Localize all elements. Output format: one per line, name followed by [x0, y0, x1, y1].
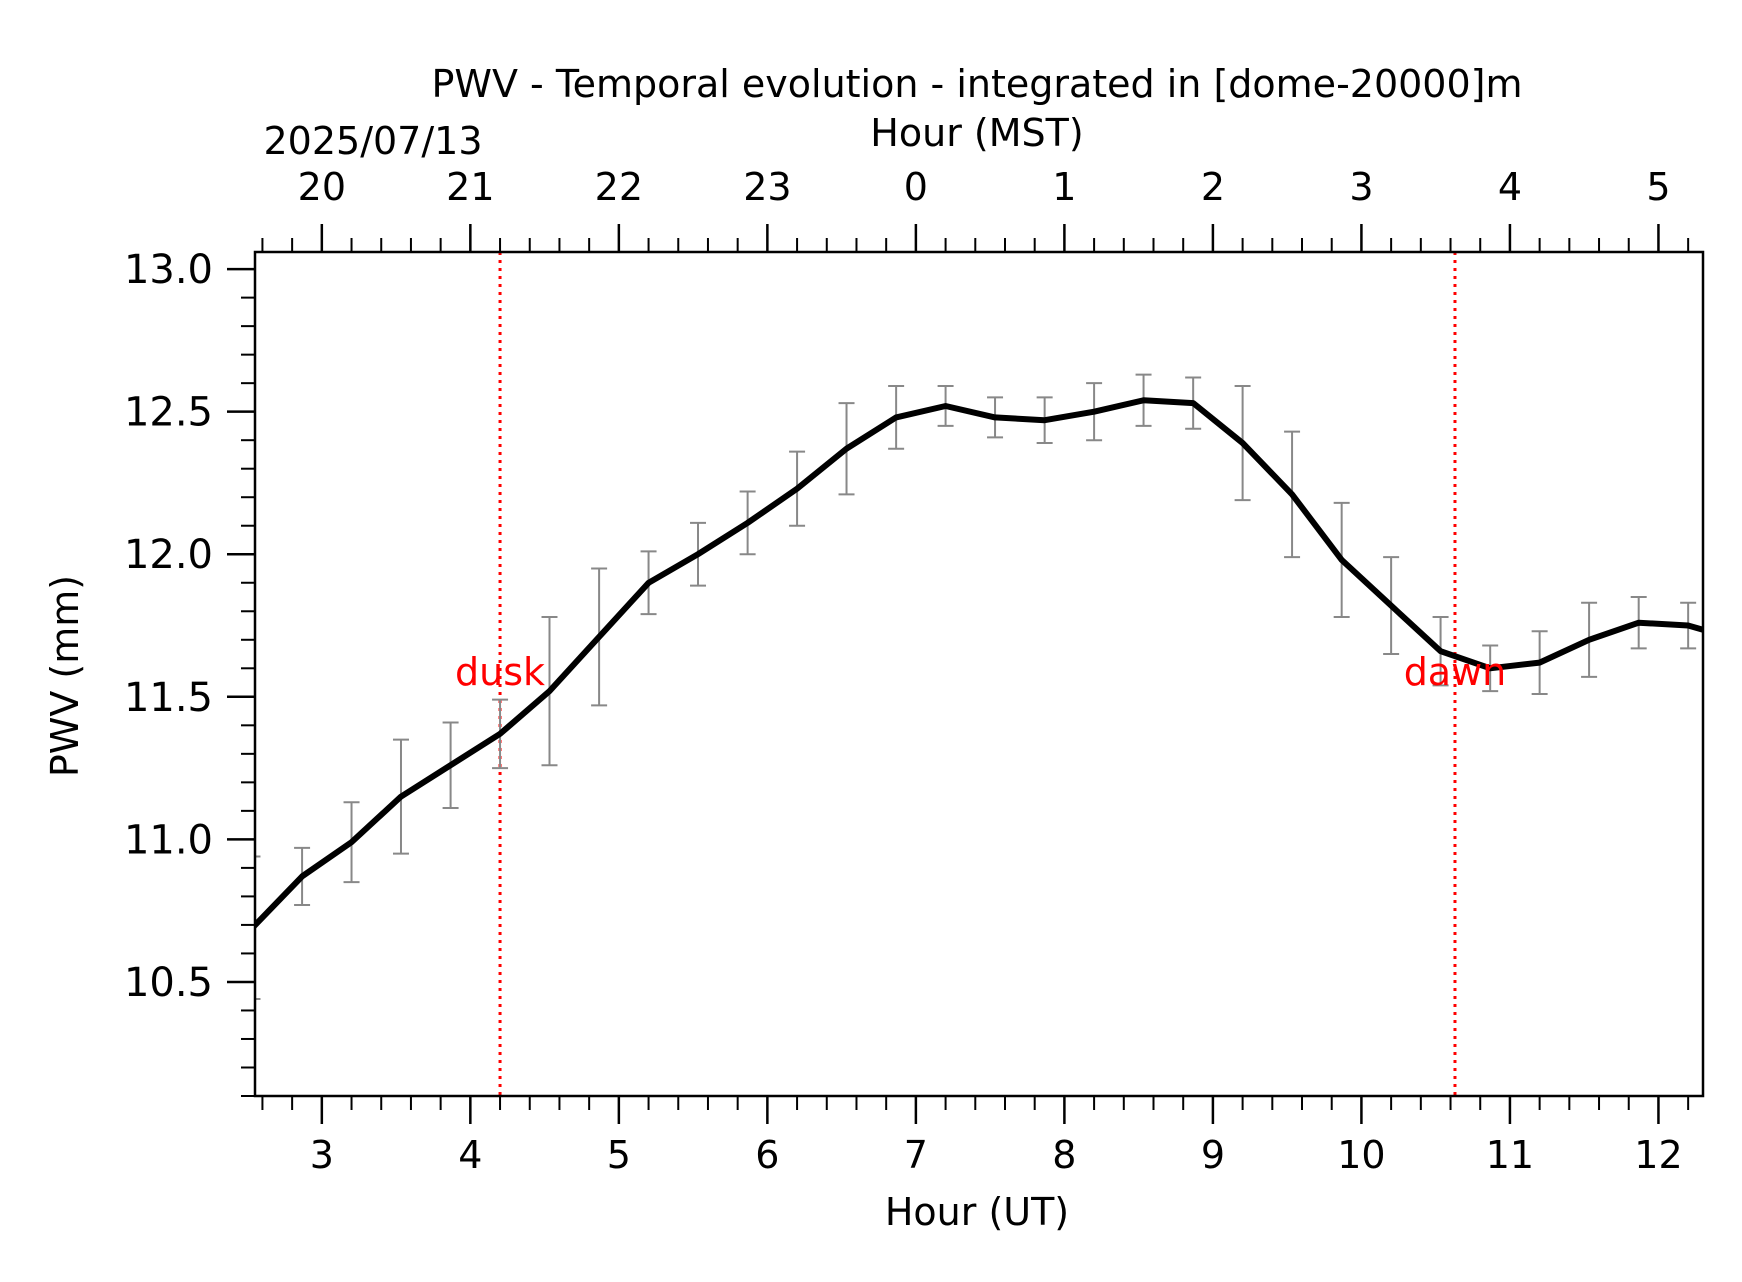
- top-tick-label: 21: [446, 165, 494, 209]
- y-tick-label: 13.0: [124, 247, 213, 293]
- top-tick-label: 4: [1498, 165, 1522, 209]
- date-label: 2025/07/13: [263, 119, 482, 163]
- x-tick-label: 7: [904, 1133, 928, 1177]
- top-tick-label: 20: [298, 165, 346, 209]
- x-tick-label: 5: [607, 1133, 631, 1177]
- y-tick-label: 11.0: [124, 817, 213, 863]
- x-tick-label: 4: [458, 1133, 482, 1177]
- x-axis-label: Hour (UT): [885, 1190, 1069, 1234]
- errorbar: [255, 855, 261, 1001]
- y-tick-label: 11.5: [124, 675, 213, 721]
- top-axis-label: Hour (MST): [870, 111, 1083, 155]
- x-tick-label: 11: [1486, 1133, 1534, 1177]
- annotation-label-dawn: dawn: [1404, 650, 1507, 694]
- top-tick-label: 1: [1052, 165, 1076, 209]
- x-tick-label: 3: [310, 1133, 334, 1177]
- y-axis-label: PWV (mm): [43, 575, 87, 777]
- plot-area: [255, 252, 1703, 1096]
- y-tick-label: 10.5: [124, 960, 213, 1006]
- top-tick-label: 3: [1349, 165, 1373, 209]
- x-tick-label: 9: [1201, 1133, 1225, 1177]
- annotation-label-dusk: dusk: [455, 650, 545, 694]
- top-tick-label: 0: [904, 165, 928, 209]
- top-tick-label: 5: [1646, 165, 1670, 209]
- chart-title: PWV - Temporal evolution - integrated in…: [431, 62, 1522, 106]
- y-tick-label: 12.5: [124, 390, 213, 436]
- x-tick-label: 6: [755, 1133, 779, 1177]
- top-tick-label: 2: [1201, 165, 1225, 209]
- top-tick-label: 23: [743, 165, 791, 209]
- series-line-pwv: [255, 397, 1703, 930]
- x-tick-label: 12: [1634, 1133, 1682, 1177]
- top-tick-label: 22: [595, 165, 643, 209]
- plot-frame: [253, 250, 1705, 1098]
- y-tick-label: 12.0: [124, 532, 213, 578]
- x-tick-label: 8: [1052, 1133, 1076, 1177]
- x-tick-label: 10: [1337, 1133, 1385, 1177]
